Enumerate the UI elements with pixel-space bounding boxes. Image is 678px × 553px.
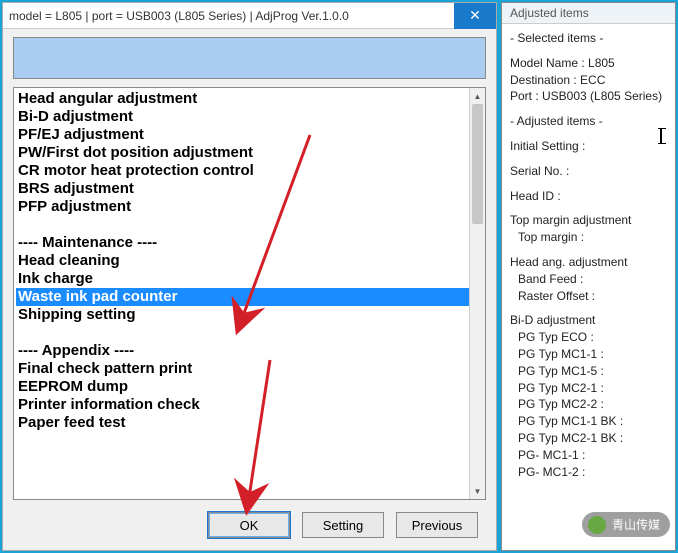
side-line: Bi-D adjustment <box>510 312 667 329</box>
setting-button[interactable]: Setting <box>302 512 384 538</box>
scroll-up-icon[interactable]: ▲ <box>470 88 485 104</box>
ok-button[interactable]: OK <box>208 512 290 538</box>
side-line: Destination : ECC <box>510 72 667 89</box>
list-item[interactable]: ---- Maintenance ---- <box>16 234 483 252</box>
list-item[interactable]: Shipping setting <box>16 306 483 324</box>
side-line: PG- MC1-2 : <box>510 464 667 481</box>
side-line <box>510 304 667 312</box>
side-line: Head ID : <box>510 188 667 205</box>
side-panel-title: Adjusted items <box>502 3 675 24</box>
side-line <box>510 155 667 163</box>
list-item[interactable] <box>16 324 483 342</box>
side-line <box>510 246 667 254</box>
list-item[interactable]: EEPROM dump <box>16 378 483 396</box>
side-line: Model Name : L805 <box>510 55 667 72</box>
list-item[interactable]: ---- Appendix ---- <box>16 342 483 360</box>
previous-button[interactable]: Previous <box>396 512 478 538</box>
list-item[interactable]: Printer information check <box>16 396 483 414</box>
list-item[interactable]: PFP adjustment <box>16 198 483 216</box>
scroll-thumb[interactable] <box>472 104 483 224</box>
list-item[interactable]: CR motor heat protection control <box>16 162 483 180</box>
side-line: - Selected items - <box>510 30 667 47</box>
window-title: model = L805 | port = USB003 (L805 Serie… <box>3 9 454 23</box>
side-line: Raster Offset : <box>510 288 667 305</box>
side-line: Head ang. adjustment <box>510 254 667 271</box>
adjprog-dialog: model = L805 | port = USB003 (L805 Serie… <box>2 2 497 551</box>
side-line: Serial No. : <box>510 163 667 180</box>
list-item[interactable]: Final check pattern print <box>16 360 483 378</box>
side-line: Port : USB003 (L805 Series) <box>510 88 667 105</box>
side-line: PG Typ MC1-5 : <box>510 363 667 380</box>
side-line: PG Typ ECO : <box>510 329 667 346</box>
list-item[interactable]: BRS adjustment <box>16 180 483 198</box>
list-item[interactable]: Head cleaning <box>16 252 483 270</box>
side-line <box>510 47 667 55</box>
side-line <box>510 180 667 188</box>
side-line: Band Feed : <box>510 271 667 288</box>
list-item[interactable]: Waste ink pad counter <box>16 288 483 306</box>
side-line: PG- MC1-1 : <box>510 447 667 464</box>
scroll-down-icon[interactable]: ▼ <box>470 483 485 499</box>
side-line: Initial Setting : <box>510 138 667 155</box>
side-line <box>510 105 667 113</box>
side-line: - Adjusted items - <box>510 113 667 130</box>
list-item[interactable]: PF/EJ adjustment <box>16 126 483 144</box>
list-item[interactable]: Paper feed test <box>16 414 483 432</box>
side-line: PG Typ MC2-1 BK : <box>510 430 667 447</box>
side-line: PG Typ MC2-1 : <box>510 380 667 397</box>
side-panel-body: - Selected items - Model Name : L805Dest… <box>502 24 675 550</box>
side-line: PG Typ MC1-1 BK : <box>510 413 667 430</box>
list-item[interactable]: Bi-D adjustment <box>16 108 483 126</box>
text-cursor-icon <box>660 129 662 143</box>
watermark: 青山传媒 <box>582 512 670 537</box>
side-line <box>510 204 667 212</box>
info-panel <box>13 37 486 79</box>
side-line: Top margin : <box>510 229 667 246</box>
side-line <box>510 130 667 138</box>
adjusted-items-panel: Adjusted items - Selected items - Model … <box>501 2 676 551</box>
adjustment-listbox[interactable]: Head angular adjustmentBi-D adjustmentPF… <box>13 87 486 500</box>
list-item[interactable]: Ink charge <box>16 270 483 288</box>
list-item[interactable] <box>16 216 483 234</box>
side-line: PG Typ MC1-1 : <box>510 346 667 363</box>
list-scrollbar[interactable]: ▲ ▼ <box>469 88 485 499</box>
titlebar: model = L805 | port = USB003 (L805 Serie… <box>3 3 496 29</box>
list-item[interactable]: PW/First dot position adjustment <box>16 144 483 162</box>
list-item[interactable]: Head angular adjustment <box>16 90 483 108</box>
close-button[interactable]: ✕ <box>454 3 496 29</box>
side-line: Top margin adjustment <box>510 212 667 229</box>
side-line: PG Typ MC2-2 : <box>510 396 667 413</box>
